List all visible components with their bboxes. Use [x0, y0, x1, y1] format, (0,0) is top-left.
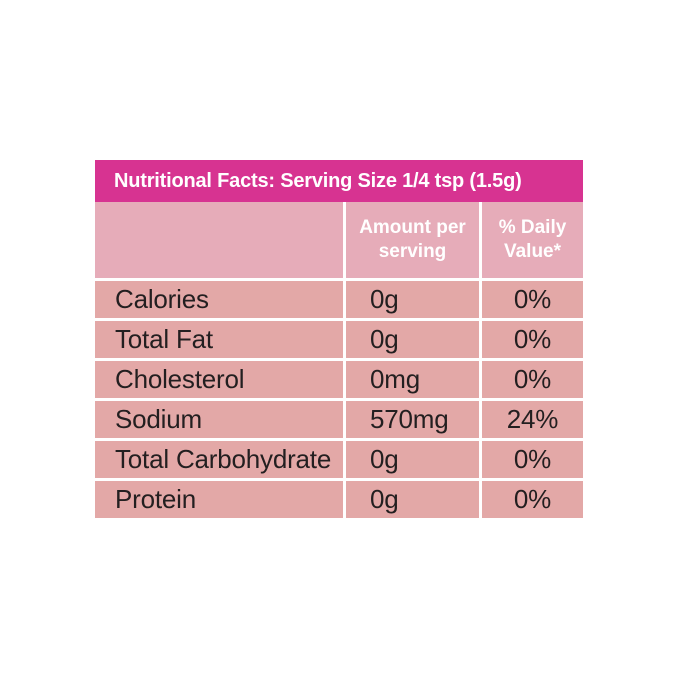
table-row: Sodium 570mg 24% — [95, 401, 583, 438]
table-row: Total Carbohydrate 0g 0% — [95, 441, 583, 478]
row-daily-value: 0% — [482, 441, 583, 478]
row-amount: 0g — [346, 481, 479, 518]
row-daily-value: 24% — [482, 401, 583, 438]
row-label: Calories — [95, 281, 343, 318]
row-daily-value: 0% — [482, 321, 583, 358]
table-row: Total Fat 0g 0% — [95, 321, 583, 358]
row-amount: 0g — [346, 441, 479, 478]
row-label: Total Fat — [95, 321, 343, 358]
table-row: Cholesterol 0mg 0% — [95, 361, 583, 398]
column-header-row: Amount per serving % Daily Value* — [95, 202, 583, 278]
column-header-amount-per-serving: Amount per serving — [346, 202, 479, 278]
row-amount: 570mg — [346, 401, 479, 438]
row-label: Protein — [95, 481, 343, 518]
row-label: Sodium — [95, 401, 343, 438]
row-amount: 0g — [346, 281, 479, 318]
row-amount: 0g — [346, 321, 479, 358]
row-daily-value: 0% — [482, 481, 583, 518]
row-daily-value: 0% — [482, 281, 583, 318]
table-row: Calories 0g 0% — [95, 281, 583, 318]
row-label: Cholesterol — [95, 361, 343, 398]
column-header-nutrient — [95, 202, 343, 278]
row-daily-value: 0% — [482, 361, 583, 398]
row-amount: 0mg — [346, 361, 479, 398]
column-header-daily-value: % Daily Value* — [482, 202, 583, 278]
table-row: Protein 0g 0% — [95, 481, 583, 518]
table-title: Nutritional Facts: Serving Size 1/4 tsp … — [95, 160, 583, 202]
nutrition-facts-table: Nutritional Facts: Serving Size 1/4 tsp … — [95, 160, 583, 518]
table-rows: Calories 0g 0% Total Fat 0g 0% Cholester… — [95, 281, 583, 518]
row-label: Total Carbohydrate — [95, 441, 343, 478]
